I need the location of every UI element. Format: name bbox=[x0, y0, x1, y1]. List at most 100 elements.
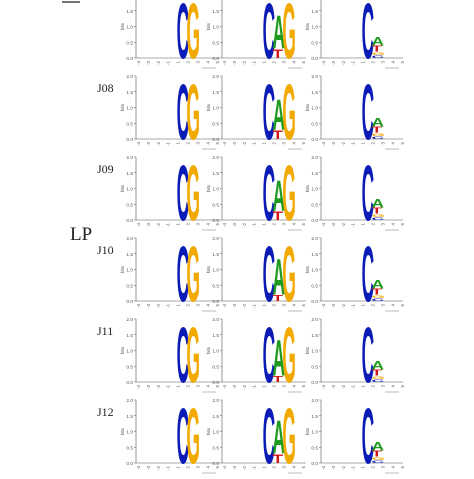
x-tick-label: -4 bbox=[321, 304, 326, 308]
y-tick-label: 1.5 bbox=[212, 414, 219, 420]
x-tick-label: -3 bbox=[146, 466, 151, 470]
x-tick-label: -2 bbox=[242, 223, 247, 227]
logo-letter-C: C bbox=[263, 312, 276, 400]
logo-letter-G: G bbox=[282, 0, 295, 76]
y-tick-label: 0.5 bbox=[126, 283, 133, 289]
y-tick-label: 1.5 bbox=[311, 9, 318, 15]
y-tick-label: 1.0 bbox=[126, 268, 133, 274]
x-tick-label: -3 bbox=[232, 304, 237, 308]
x-tick-label: 1 bbox=[361, 385, 366, 388]
y-tick-label: 1.5 bbox=[212, 171, 219, 177]
logo-letter-A: A bbox=[273, 249, 286, 307]
logo-letter-C: C bbox=[263, 393, 276, 474]
logo-letter-G: G bbox=[282, 312, 295, 400]
x-tick-label: -3 bbox=[232, 61, 237, 65]
x-tick-label: 2 bbox=[272, 466, 277, 469]
x-tick-label: -4 bbox=[136, 223, 141, 227]
x-tick-label: -1 bbox=[166, 142, 171, 146]
logo-panel-CG: 0.0 0.5 1.0 1.5 2.0 bits -4 -3 -2 -1 1 2 3 4 5 CG bbox=[120, 231, 220, 319]
y-axis-label: bits bbox=[206, 427, 211, 435]
logo-letter-G: G bbox=[372, 132, 385, 136]
x-tick-label: -2 bbox=[156, 466, 161, 470]
x-tick-label: -3 bbox=[146, 223, 151, 227]
x-tick-label: -4 bbox=[136, 142, 141, 146]
x-tick-label: -4 bbox=[321, 385, 326, 389]
y-tick-label: 0.5 bbox=[212, 283, 219, 289]
y-tick-label: 1.0 bbox=[311, 268, 318, 274]
x-tick-label: -1 bbox=[166, 304, 171, 308]
logo-letter-T: T bbox=[273, 129, 284, 142]
x-tick-label: -1 bbox=[351, 304, 356, 308]
x-tick-label: -4 bbox=[136, 61, 141, 65]
logo-letter-G: G bbox=[372, 456, 385, 460]
x-tick-label: -2 bbox=[242, 385, 247, 389]
x-tick-label: -3 bbox=[146, 61, 151, 65]
x-tick-label: -4 bbox=[222, 142, 227, 146]
y-tick-label: 1.5 bbox=[126, 90, 133, 96]
y-tick-label: 1.5 bbox=[126, 9, 133, 15]
logo-letter-C: C bbox=[177, 231, 190, 319]
logo-letter-G: G bbox=[187, 150, 200, 238]
logo-letter-C: C bbox=[372, 460, 384, 464]
x-tick-label: 4 bbox=[390, 304, 395, 307]
x-tick-label: 5 bbox=[400, 385, 405, 388]
x-tick-label: 3 bbox=[195, 385, 200, 388]
y-tick-label: 2.0 bbox=[311, 155, 318, 161]
x-tick-label: 3 bbox=[195, 304, 200, 307]
x-tick-label: -2 bbox=[242, 61, 247, 65]
logo-letter-T: T bbox=[372, 126, 384, 135]
x-tick-label: 4 bbox=[390, 223, 395, 226]
logo-letter-C: C bbox=[362, 312, 375, 400]
logo-letter-A: A bbox=[372, 279, 385, 292]
y-tick-label: 1.0 bbox=[311, 430, 318, 436]
x-tick-label: 2 bbox=[371, 142, 376, 145]
y-tick-label: 0.0 bbox=[212, 218, 219, 224]
y-axis-label: bits bbox=[305, 346, 310, 354]
logo-letter-T: T bbox=[273, 294, 285, 303]
x-tick-label: -3 bbox=[331, 142, 336, 146]
x-tick-label: -1 bbox=[166, 223, 171, 227]
x-tick-label: 1 bbox=[361, 61, 366, 64]
logo-letter-C: C bbox=[263, 231, 276, 319]
x-tick-label: -3 bbox=[331, 61, 336, 65]
x-tick-label: 2 bbox=[272, 304, 277, 307]
x-tick-label: 4 bbox=[390, 61, 395, 64]
x-tick-label: 3 bbox=[281, 142, 286, 145]
x-tick-label: 3 bbox=[380, 223, 385, 226]
logo-letter-C: C bbox=[372, 298, 384, 302]
logo-letter-C: C bbox=[362, 231, 375, 319]
y-tick-label: 2.0 bbox=[212, 398, 219, 404]
x-tick-label: 3 bbox=[380, 304, 385, 307]
x-tick-label: 2 bbox=[272, 61, 277, 64]
x-tick-label: 4 bbox=[390, 142, 395, 145]
x-tick-label: -1 bbox=[351, 385, 356, 389]
y-tick-label: 1.0 bbox=[212, 187, 219, 193]
y-tick-label: 1.5 bbox=[311, 414, 318, 420]
y-tick-label: 0.0 bbox=[212, 299, 219, 305]
y-tick-label: 0.5 bbox=[311, 121, 318, 127]
x-tick-label: 1 bbox=[262, 304, 267, 307]
x-tick-label: 4 bbox=[291, 466, 296, 469]
logo-letter-C: C bbox=[372, 136, 384, 140]
y-tick-label: 2.0 bbox=[212, 317, 219, 323]
y-tick-label: 0.5 bbox=[212, 364, 219, 370]
logo-letter-G: G bbox=[187, 231, 200, 319]
y-tick-label: 0.0 bbox=[311, 299, 318, 305]
x-tick-label: 3 bbox=[281, 61, 286, 64]
y-axis-label: bits bbox=[305, 103, 310, 111]
x-tick-label: -4 bbox=[222, 466, 227, 470]
logo-letter-T: T bbox=[273, 375, 285, 384]
y-axis-label: bits bbox=[120, 346, 125, 354]
x-tick-label: 3 bbox=[380, 61, 385, 64]
x-tick-label: 4 bbox=[205, 466, 210, 469]
y-tick-label: 1.0 bbox=[212, 25, 219, 31]
logo-letter-G: G bbox=[372, 213, 385, 217]
x-tick-label: 3 bbox=[195, 142, 200, 145]
row-label: J10 bbox=[97, 243, 114, 257]
x-tick-label: -3 bbox=[331, 385, 336, 389]
